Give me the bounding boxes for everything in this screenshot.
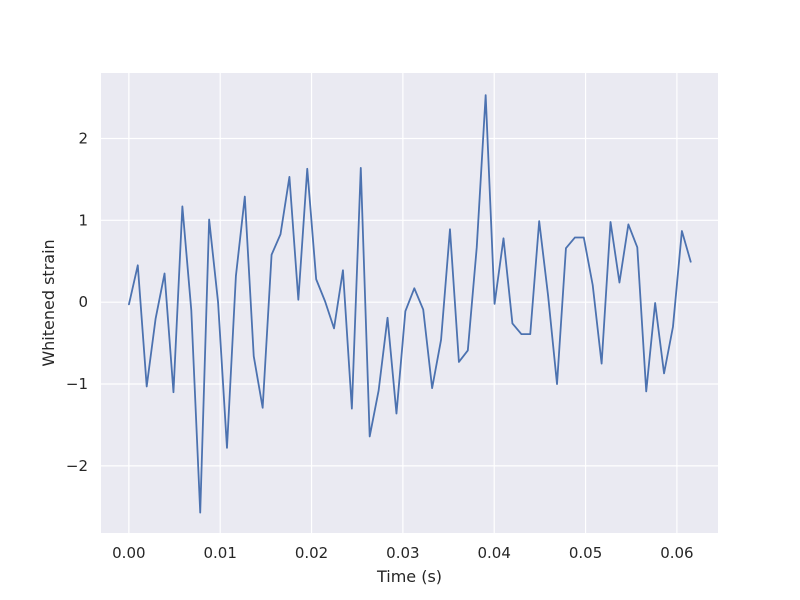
data-point [538, 220, 540, 222]
data-point [520, 333, 522, 335]
data-point [529, 333, 531, 335]
data-point [137, 264, 139, 266]
data-point [493, 303, 496, 305]
data-point [681, 230, 683, 232]
data-point [449, 228, 451, 230]
series-group [127, 94, 692, 514]
data-point [574, 236, 576, 239]
y-tick-label: 2 [78, 129, 88, 147]
data-point [565, 247, 567, 249]
data-point [217, 301, 219, 303]
data-point [163, 272, 166, 275]
x-tick-label: 0.03 [386, 544, 419, 562]
y-axis-label: Whitened strain [39, 239, 58, 366]
y-tick-labels: −2 −1 0 1 2 [66, 129, 88, 474]
data-point [146, 385, 148, 388]
data-point [395, 412, 398, 415]
data-point [556, 383, 558, 385]
data-point [485, 94, 487, 96]
data-point [431, 387, 433, 389]
data-point [458, 361, 460, 363]
data-point [645, 390, 647, 392]
data-point [511, 322, 514, 325]
data-point [636, 246, 638, 248]
data-point [315, 278, 317, 280]
data-point [672, 326, 674, 328]
data-point [270, 254, 273, 256]
data-point [333, 327, 335, 329]
data-point [226, 447, 228, 449]
data-point [404, 310, 406, 312]
x-tick-label: 0.04 [478, 544, 511, 562]
data-point [360, 167, 362, 169]
data-point [467, 349, 469, 352]
data-point [618, 281, 621, 284]
data-point [279, 233, 282, 235]
data-point [172, 391, 175, 393]
data-point [690, 261, 692, 263]
y-tick-label: −1 [66, 375, 88, 393]
x-tick-label: 0.02 [295, 544, 328, 562]
x-tick-label: 0.00 [112, 544, 145, 562]
data-point [288, 176, 291, 178]
y-tick-label: −2 [66, 457, 88, 475]
data-point [502, 237, 505, 239]
data-point [351, 407, 353, 410]
data-point [342, 269, 344, 271]
data-point [199, 511, 201, 514]
data-point [654, 302, 656, 304]
data-point [155, 317, 157, 320]
data-point [297, 299, 299, 301]
y-tick-label: 0 [78, 293, 88, 311]
x-tick-label: 0.05 [569, 544, 602, 562]
series-line [127, 94, 692, 514]
data-point [609, 221, 612, 223]
data-point [253, 355, 255, 357]
data-point [128, 304, 130, 306]
data-point [547, 295, 549, 297]
data-point [369, 435, 371, 438]
x-tick-label: 0.06 [660, 544, 693, 562]
data-point [306, 168, 308, 170]
data-point [663, 372, 665, 374]
data-point [440, 339, 442, 341]
data-point [592, 284, 594, 286]
data-point [181, 205, 183, 208]
data-point [262, 407, 264, 409]
data-point [324, 300, 326, 302]
data-point [422, 308, 424, 311]
data-point [413, 287, 415, 289]
data-point [386, 317, 389, 319]
data-point [627, 223, 629, 226]
data-point [208, 218, 210, 221]
x-axis-label: Time (s) [376, 567, 442, 586]
data-point [190, 309, 192, 311]
data-point [583, 236, 585, 239]
data-point [476, 246, 478, 248]
data-point [244, 195, 246, 198]
y-tick-label: 1 [78, 211, 88, 229]
x-tick-labels: 0.00 0.01 0.02 0.03 0.04 0.05 0.06 [112, 544, 693, 562]
data-point [235, 275, 237, 277]
data-point [378, 389, 380, 392]
x-tick-label: 0.01 [203, 544, 236, 562]
data-point [601, 362, 603, 365]
